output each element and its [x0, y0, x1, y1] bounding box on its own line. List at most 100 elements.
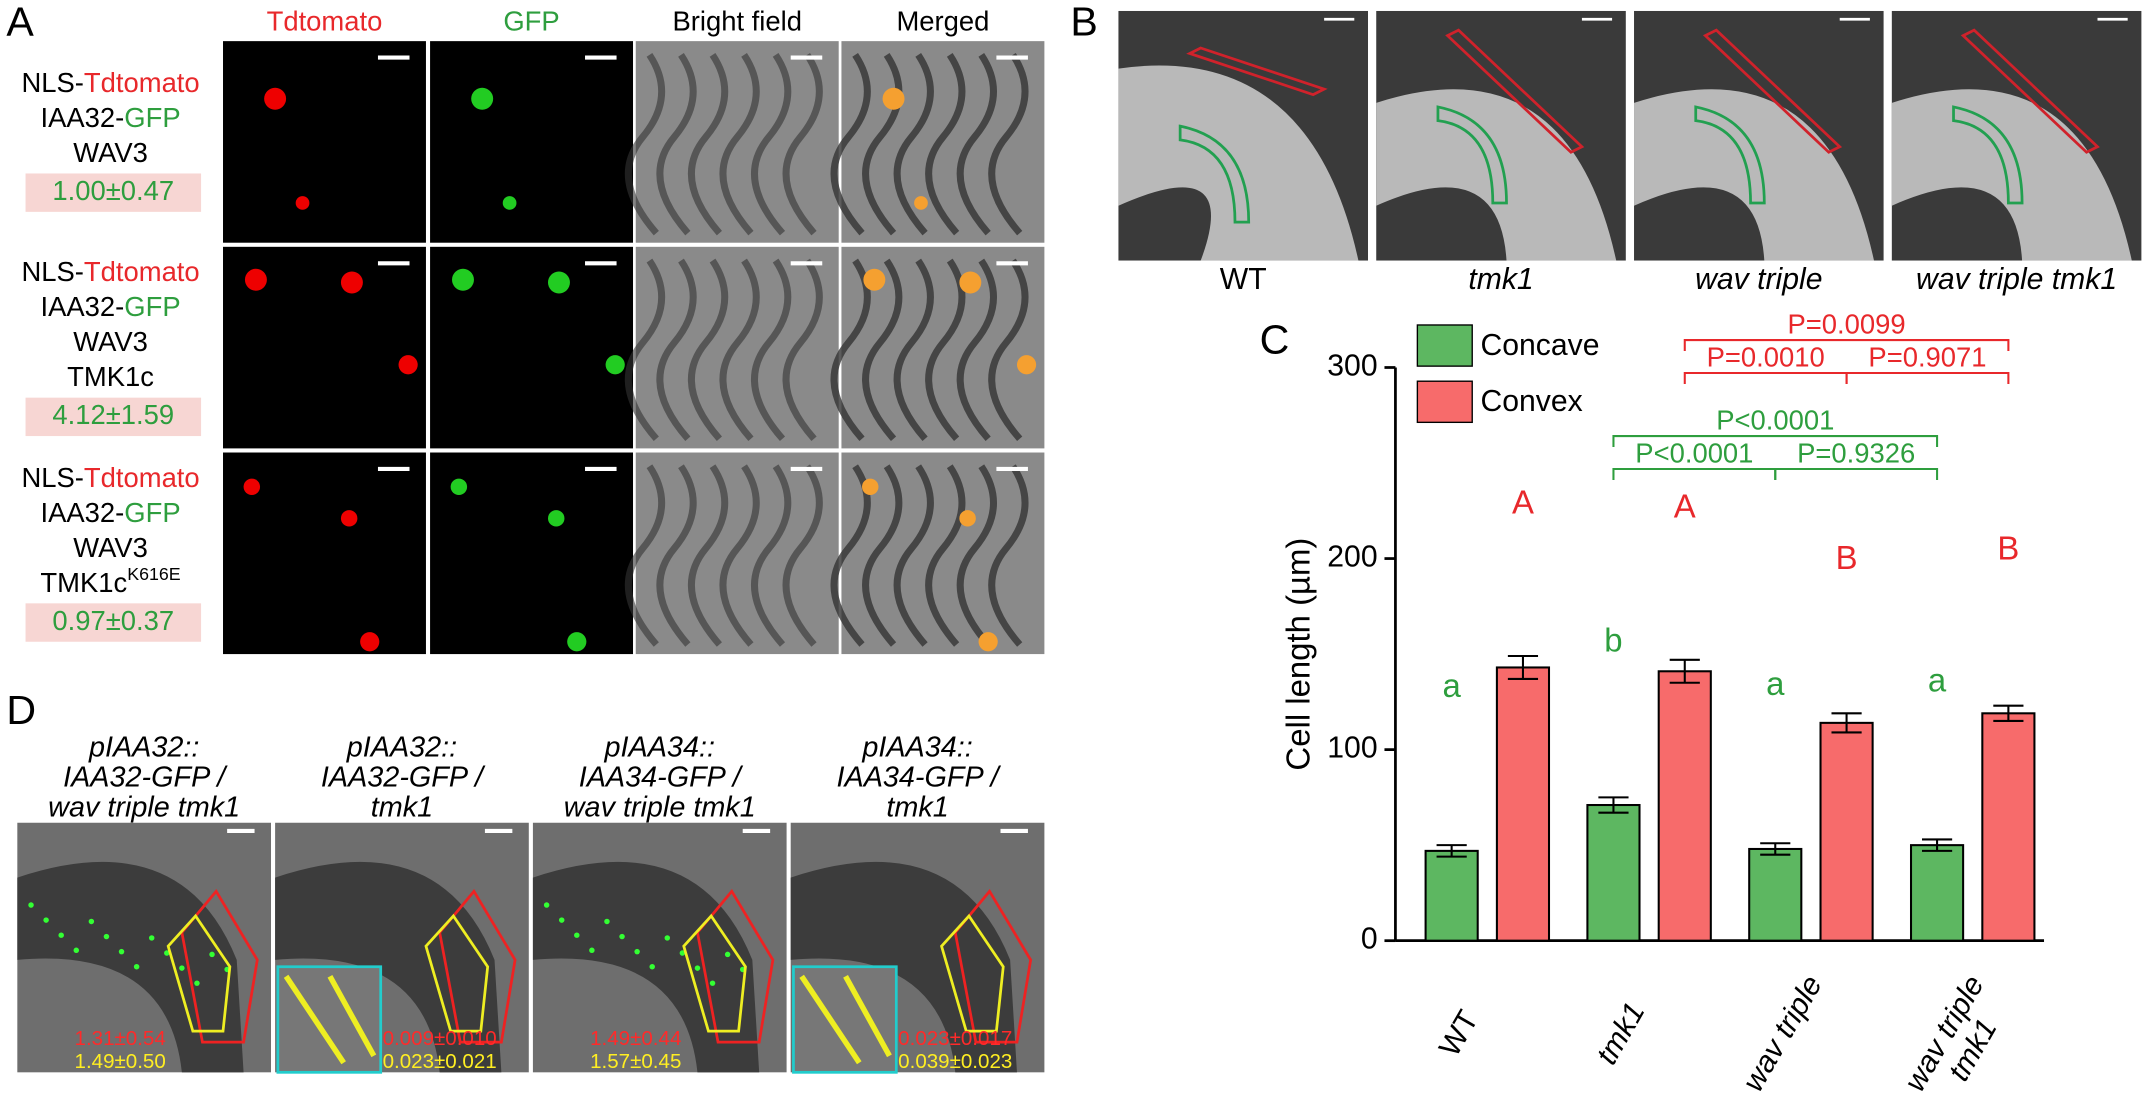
- convex-value: 0.009±0.010: [383, 1027, 497, 1050]
- cell-outline: [893, 258, 934, 442]
- p-value: P=0.0010: [1707, 342, 1825, 373]
- x-tick-text: wav triple tmk1: [1897, 969, 2004, 1097]
- p-value: P<0.0001: [1716, 405, 1834, 436]
- nucleus: [450, 478, 468, 496]
- row-label-part: WAV3: [73, 326, 148, 357]
- nucleus: [340, 510, 358, 527]
- cell-outline: [862, 464, 903, 647]
- gfp-signal: [634, 948, 640, 955]
- error-bar: [1507, 654, 1539, 680]
- cell-outline: [893, 52, 934, 236]
- row-label: NLS-Tdtomato: [21, 67, 199, 98]
- row-label-part: TMK1c: [67, 361, 154, 392]
- row-label-part: Tdtomato: [84, 462, 200, 493]
- row-label-part: TMK1c: [40, 567, 127, 598]
- gfp-signal: [574, 932, 580, 938]
- row-label: NLS-Tdtomato: [21, 462, 199, 493]
- inset: [792, 965, 898, 1074]
- convex-value: 0.023±0.017: [898, 1027, 1012, 1050]
- error-bar: [1921, 838, 1953, 852]
- panel-title: IAA32-GFP /: [321, 761, 486, 793]
- row-label-part: WAV3: [73, 137, 148, 168]
- concave-cell: [1178, 124, 1251, 224]
- inset-edge: [799, 974, 892, 1065]
- value-box: [25, 603, 202, 642]
- panel-title: IAA32-GFP /: [63, 761, 228, 793]
- cell-outline: [956, 258, 997, 442]
- cell-outline: [688, 258, 729, 442]
- cell-outline: [988, 464, 1029, 647]
- significance-letter: A: [1674, 488, 1696, 525]
- gfp-signal: [619, 933, 625, 940]
- gfp-signal: [679, 950, 686, 956]
- gfp-signal: [664, 935, 671, 941]
- row-label: WAV3: [73, 137, 148, 168]
- legend-label: Concave: [1480, 329, 1599, 362]
- cell-outline: [956, 52, 997, 236]
- significance-letter: a: [1442, 667, 1461, 704]
- comparison-bracket: [1683, 339, 2010, 352]
- nucleus: [547, 271, 570, 294]
- panel-title: IAA34-GFP /: [837, 761, 1002, 793]
- gfp-signal: [209, 951, 215, 958]
- nucleus: [914, 196, 928, 210]
- column-header: Merged: [896, 6, 989, 37]
- cell-outline: [862, 258, 903, 442]
- cell-outline: [625, 258, 665, 442]
- nucleus: [959, 510, 976, 527]
- concave-value: 0.039±0.023: [898, 1050, 1012, 1073]
- caption: wav triple tmk1: [1916, 263, 2117, 296]
- nucleus: [605, 355, 625, 375]
- convex-cell: [1702, 28, 1843, 154]
- nucleus: [452, 268, 474, 291]
- convex-value: 1.49±0.44: [590, 1027, 681, 1050]
- comparison-bracket: [1845, 371, 2010, 384]
- nucleus: [978, 632, 998, 652]
- row-value: 4.12±1.59: [52, 399, 174, 430]
- cell-outline: [862, 52, 903, 236]
- legend-swatch: [1416, 324, 1473, 367]
- gfp-signal: [694, 965, 701, 971]
- row-label-part: GFP: [124, 497, 180, 528]
- y-axis-label: Cell length (µm): [1280, 538, 1317, 771]
- nucleus: [264, 87, 287, 110]
- panel-title: pIAA34::: [604, 731, 715, 763]
- panel-title: wav triple tmk1: [564, 792, 756, 824]
- cell-outline: [719, 52, 760, 236]
- gfp-signal: [724, 951, 731, 958]
- column-header: Tdtomato: [267, 6, 383, 37]
- error-bar: [1669, 658, 1700, 684]
- gfp-signal: [543, 902, 550, 908]
- significance-letter: a: [1766, 665, 1785, 702]
- legend-swatch: [1416, 380, 1473, 424]
- cell-outline: [719, 258, 760, 442]
- p-value: P=0.0099: [1788, 309, 1906, 340]
- cell-outline: [751, 464, 792, 647]
- gfp-signal: [709, 980, 716, 986]
- nucleus: [244, 268, 267, 291]
- cell-outline: [656, 464, 697, 647]
- bar: [1909, 844, 1965, 942]
- root-surface: [1634, 89, 1874, 261]
- row-label-part: Tdtomato: [84, 256, 200, 287]
- panel-title: pIAA32::: [346, 731, 457, 763]
- gfp-signal: [58, 932, 64, 938]
- row-label: TMK1c: [67, 361, 154, 392]
- gfp-signal: [179, 965, 185, 971]
- cell-outline: [625, 52, 665, 236]
- nucleus: [547, 510, 565, 527]
- gfp-signal: [118, 948, 125, 955]
- caption: WT: [1220, 263, 1267, 296]
- gfp-signal: [194, 980, 200, 986]
- convex-value: 1.31±0.54: [75, 1027, 166, 1050]
- p-value: P<0.0001: [1635, 438, 1753, 469]
- nucleus: [959, 271, 982, 294]
- row-label-part: K616E: [127, 564, 181, 584]
- concave-value: 1.57±0.45: [590, 1050, 681, 1073]
- panel-title: tmk1: [371, 792, 433, 824]
- row-label: TMK1cK616E: [40, 564, 180, 598]
- caption: tmk1: [1468, 263, 1533, 296]
- column-header: Bright field: [672, 6, 801, 37]
- cell-outline: [925, 464, 966, 647]
